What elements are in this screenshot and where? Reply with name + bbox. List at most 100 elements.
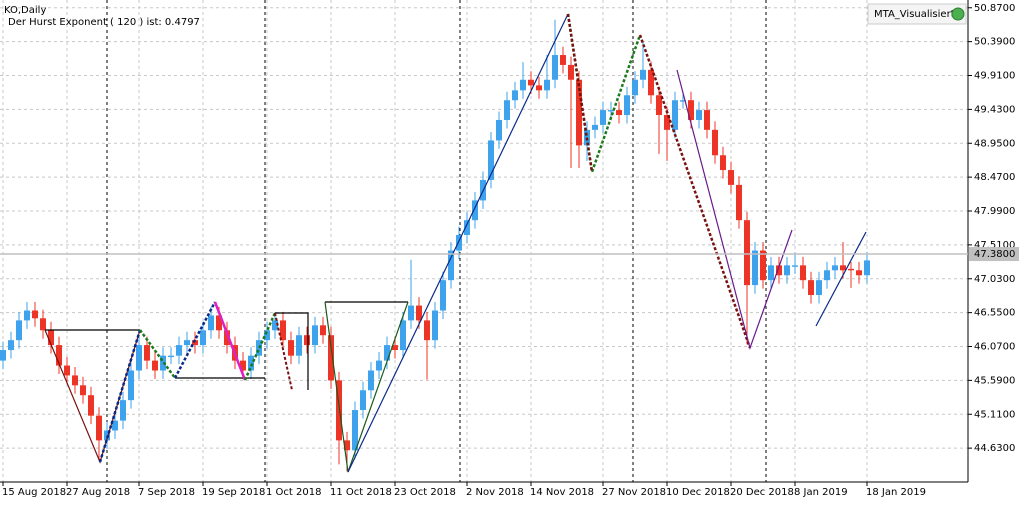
- x-tick-label: 10 Dec 2018: [666, 487, 730, 498]
- candle-body: [752, 250, 758, 286]
- candle-body: [8, 340, 14, 351]
- candle-body: [336, 380, 342, 441]
- candle-body: [792, 265, 798, 267]
- y-tick-label: 44.6300: [974, 443, 1015, 454]
- candle-body: [592, 124, 598, 130]
- candle-body: [80, 385, 86, 396]
- zigzag: [676, 69, 793, 351]
- x-tick-label: 27 Aug 2018: [66, 487, 130, 498]
- candle-body: [696, 110, 702, 120]
- chart-subtitle: Der Hurst Exponent ( 120 ) ist: 0.4797: [8, 17, 200, 28]
- candle-body: [440, 280, 446, 311]
- candle-body: [544, 79, 550, 91]
- candle-body: [72, 375, 78, 386]
- candle-body: [136, 345, 142, 371]
- x-tick-label: 20 Dec 2018: [730, 487, 794, 498]
- candle-body: [368, 370, 374, 391]
- candle-body: [296, 335, 302, 356]
- candle-body: [16, 320, 22, 341]
- zigzag-dashed: [243, 312, 277, 381]
- candle-body: [616, 110, 622, 116]
- candle-body: [624, 95, 630, 116]
- candle-body: [488, 140, 494, 180]
- candle-body: [864, 260, 870, 276]
- candle-body: [48, 330, 54, 346]
- x-tick-label: 7 Sep 2018: [138, 487, 195, 498]
- grid: [0, 0, 968, 482]
- candle-body: [0, 350, 6, 361]
- candle-body: [784, 265, 790, 276]
- zigzag-dashed: [566, 13, 594, 173]
- y-tick-label: 48.4700: [974, 172, 1015, 183]
- candle-body: [344, 440, 350, 451]
- candle-body: [720, 155, 726, 171]
- candle-body: [456, 235, 462, 251]
- candle-body: [64, 365, 70, 376]
- candle-body: [688, 100, 694, 120]
- zigzag-dashed: [566, 13, 642, 173]
- y-tick-label: 50.3900: [974, 37, 1015, 48]
- candle-body: [808, 280, 814, 295]
- candle-body: [816, 280, 822, 295]
- candle-body: [840, 265, 846, 271]
- y-tick-label: 45.1100: [974, 409, 1015, 420]
- candle-body: [224, 330, 230, 346]
- candle-body: [472, 200, 478, 221]
- y-tick-label: 49.4300: [974, 104, 1015, 115]
- candle-body: [608, 110, 614, 112]
- candle-body: [328, 335, 334, 381]
- current-price-box: [969, 247, 1019, 262]
- candle-body: [560, 55, 566, 65]
- candle-body: [424, 320, 430, 341]
- candle-body: [512, 90, 518, 101]
- candle-body: [320, 325, 326, 336]
- candle-body: [832, 265, 838, 271]
- candle-body: [824, 270, 830, 281]
- x-tick-label: 27 Nov 2018: [602, 487, 666, 498]
- candle-body: [200, 330, 206, 346]
- candle-body: [632, 79, 638, 96]
- candle-body: [776, 265, 782, 276]
- candle-body: [280, 320, 286, 341]
- box-line: [275, 312, 309, 390]
- candle-body: [128, 370, 134, 401]
- x-tick-label: 11 Oct 2018: [330, 487, 392, 498]
- candle-body: [768, 265, 774, 281]
- candle-body: [448, 250, 454, 281]
- y-tick-label: 47.9900: [974, 206, 1015, 217]
- candle-body: [304, 335, 310, 346]
- x-tick-label: 2 Nov 2018: [466, 487, 524, 498]
- x-tick-label: 19 Sep 2018: [202, 487, 265, 498]
- trend-line: [347, 13, 569, 473]
- candle-body: [272, 320, 278, 331]
- candle-body: [848, 268, 854, 271]
- candle-body: [312, 325, 318, 346]
- indicator-label: MTA_Visualisiert: [874, 9, 955, 20]
- candle-body: [648, 69, 654, 96]
- x-tick-label: 14 Nov 2018: [530, 487, 594, 498]
- x-tick-label: 23 Oct 2018: [394, 487, 456, 498]
- y-tick-label: 47.5100: [974, 240, 1015, 251]
- candle-body: [432, 310, 438, 341]
- candle-body: [40, 318, 46, 331]
- candle-body: [168, 355, 174, 358]
- indicator-badge[interactable]: [867, 3, 967, 25]
- zigzag-dashed: [638, 34, 752, 349]
- candle-body: [464, 220, 470, 236]
- candle-body: [240, 360, 246, 371]
- zigzag: [213, 301, 247, 381]
- zigzag-dashed: [274, 312, 293, 391]
- candle-body: [856, 270, 862, 276]
- candle-body: [24, 310, 30, 321]
- candle-body: [96, 415, 102, 441]
- candle-body: [208, 315, 214, 331]
- y-tick-label: 48.9500: [974, 138, 1015, 149]
- candle-body: [600, 110, 606, 125]
- candle-body: [384, 345, 390, 361]
- candle-body: [672, 100, 678, 130]
- candle-body: [264, 330, 270, 341]
- candle-body: [112, 420, 118, 431]
- candle-body: [184, 340, 190, 346]
